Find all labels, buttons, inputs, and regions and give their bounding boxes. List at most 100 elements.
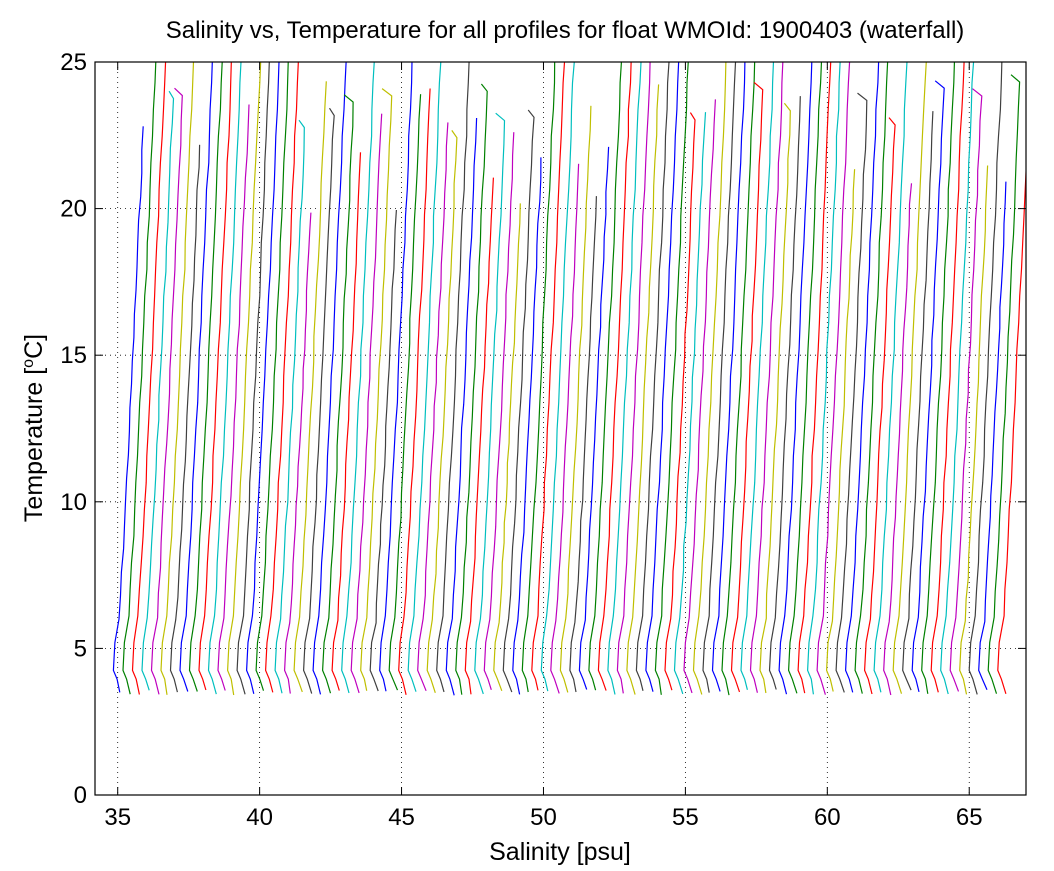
x-tick-label: 65 — [956, 804, 983, 831]
profile-line — [531, 62, 566, 691]
profile-line — [198, 62, 232, 691]
profile-line — [940, 62, 975, 695]
profile-line — [616, 62, 651, 694]
profile-line — [236, 62, 270, 695]
profile-line — [217, 104, 250, 691]
profile-line — [417, 122, 449, 692]
profile-line — [873, 62, 908, 693]
profile-line — [959, 165, 989, 695]
profile-line — [968, 62, 1003, 695]
profile-line — [540, 62, 575, 692]
axis-ticks: 35 40 45 50 55 60 65 0 5 10 15 20 25 — [60, 49, 1026, 831]
profile-line — [711, 62, 746, 692]
x-tick-label: 55 — [672, 804, 699, 831]
profile-lines — [112, 62, 1026, 696]
profile-line — [512, 157, 542, 695]
profile-line — [426, 130, 458, 693]
profile-line — [768, 96, 801, 690]
profile-line — [226, 62, 262, 696]
profile-line — [673, 112, 707, 695]
x-tick-label: 50 — [530, 804, 557, 831]
profile-line — [654, 62, 689, 695]
profile-line — [787, 62, 823, 694]
profile-line — [569, 196, 597, 693]
profile-line — [474, 112, 506, 695]
profile-line — [559, 105, 592, 693]
profile-line — [816, 62, 851, 695]
profile-line — [483, 132, 515, 690]
profile-line — [930, 62, 965, 693]
profile-line — [578, 146, 610, 690]
profile-line — [388, 94, 422, 691]
profile-line — [683, 99, 716, 694]
x-tick-label: 60 — [814, 804, 841, 831]
profile-line — [122, 62, 157, 695]
y-tick-label: 10 — [60, 489, 87, 516]
profile-line — [902, 111, 934, 691]
profile-line — [341, 62, 375, 694]
profile-line — [445, 117, 478, 696]
profile-line — [949, 88, 983, 692]
profile-line — [550, 163, 580, 694]
profile-line — [626, 84, 660, 695]
profile-line — [179, 62, 213, 692]
profile-line — [806, 62, 841, 695]
y-axis-label-main: Temperature [ — [20, 368, 48, 522]
profile-line — [863, 117, 896, 695]
profile-line — [645, 62, 680, 692]
profile-line — [635, 62, 670, 691]
axes-box — [94, 61, 1027, 796]
profile-line — [255, 62, 289, 691]
plot-area — [95, 62, 1026, 795]
profile-line — [436, 62, 470, 693]
profile-line — [264, 62, 299, 693]
profile-line — [312, 62, 347, 695]
profile-line — [883, 183, 913, 696]
profile-line — [588, 62, 623, 691]
profile-line — [455, 83, 488, 695]
profile-line — [350, 113, 383, 694]
profile-line — [150, 87, 183, 695]
y-tick-label: 15 — [60, 342, 87, 369]
profile-line — [293, 81, 327, 693]
profile-line — [702, 62, 737, 693]
profile-line — [692, 62, 727, 695]
profile-line — [759, 102, 791, 694]
y-tick-label: 25 — [60, 49, 87, 76]
profile-line — [921, 62, 956, 694]
chart-title: Salinity vs, Temperature for all profile… — [166, 17, 965, 44]
profile-line — [607, 62, 642, 695]
profile-line — [987, 74, 1021, 694]
y-axis-label-unit: C] — [20, 334, 48, 359]
x-axis-label: Salinity [psu] — [489, 838, 631, 866]
profile-line — [664, 112, 696, 691]
y-axis-label-superscript: o — [20, 359, 37, 368]
profile-line — [997, 158, 1026, 694]
profile-line — [274, 119, 305, 694]
profile-line — [188, 62, 223, 692]
profile-line — [892, 62, 927, 694]
y-tick-label: 5 — [74, 635, 87, 662]
profile-line — [721, 62, 756, 696]
profile-line — [302, 107, 335, 694]
profile-line — [978, 181, 1007, 691]
x-tick-label: 40 — [246, 804, 273, 831]
x-tick-label: 45 — [388, 804, 415, 831]
profile-line — [131, 62, 167, 695]
profile-line — [245, 62, 280, 694]
profile-line — [464, 177, 494, 695]
profile-line — [169, 144, 201, 693]
profile-line — [797, 62, 832, 694]
profile-line — [597, 62, 632, 691]
profile-line — [844, 62, 880, 693]
profile-line — [493, 203, 521, 692]
profile-line — [360, 88, 393, 691]
profile-line — [749, 62, 784, 693]
profile-line — [207, 62, 242, 695]
x-tick-label: 35 — [104, 804, 131, 831]
profile-line — [283, 212, 312, 694]
profile-line — [141, 90, 175, 691]
profile-line — [854, 62, 889, 694]
profile-line — [407, 62, 442, 692]
